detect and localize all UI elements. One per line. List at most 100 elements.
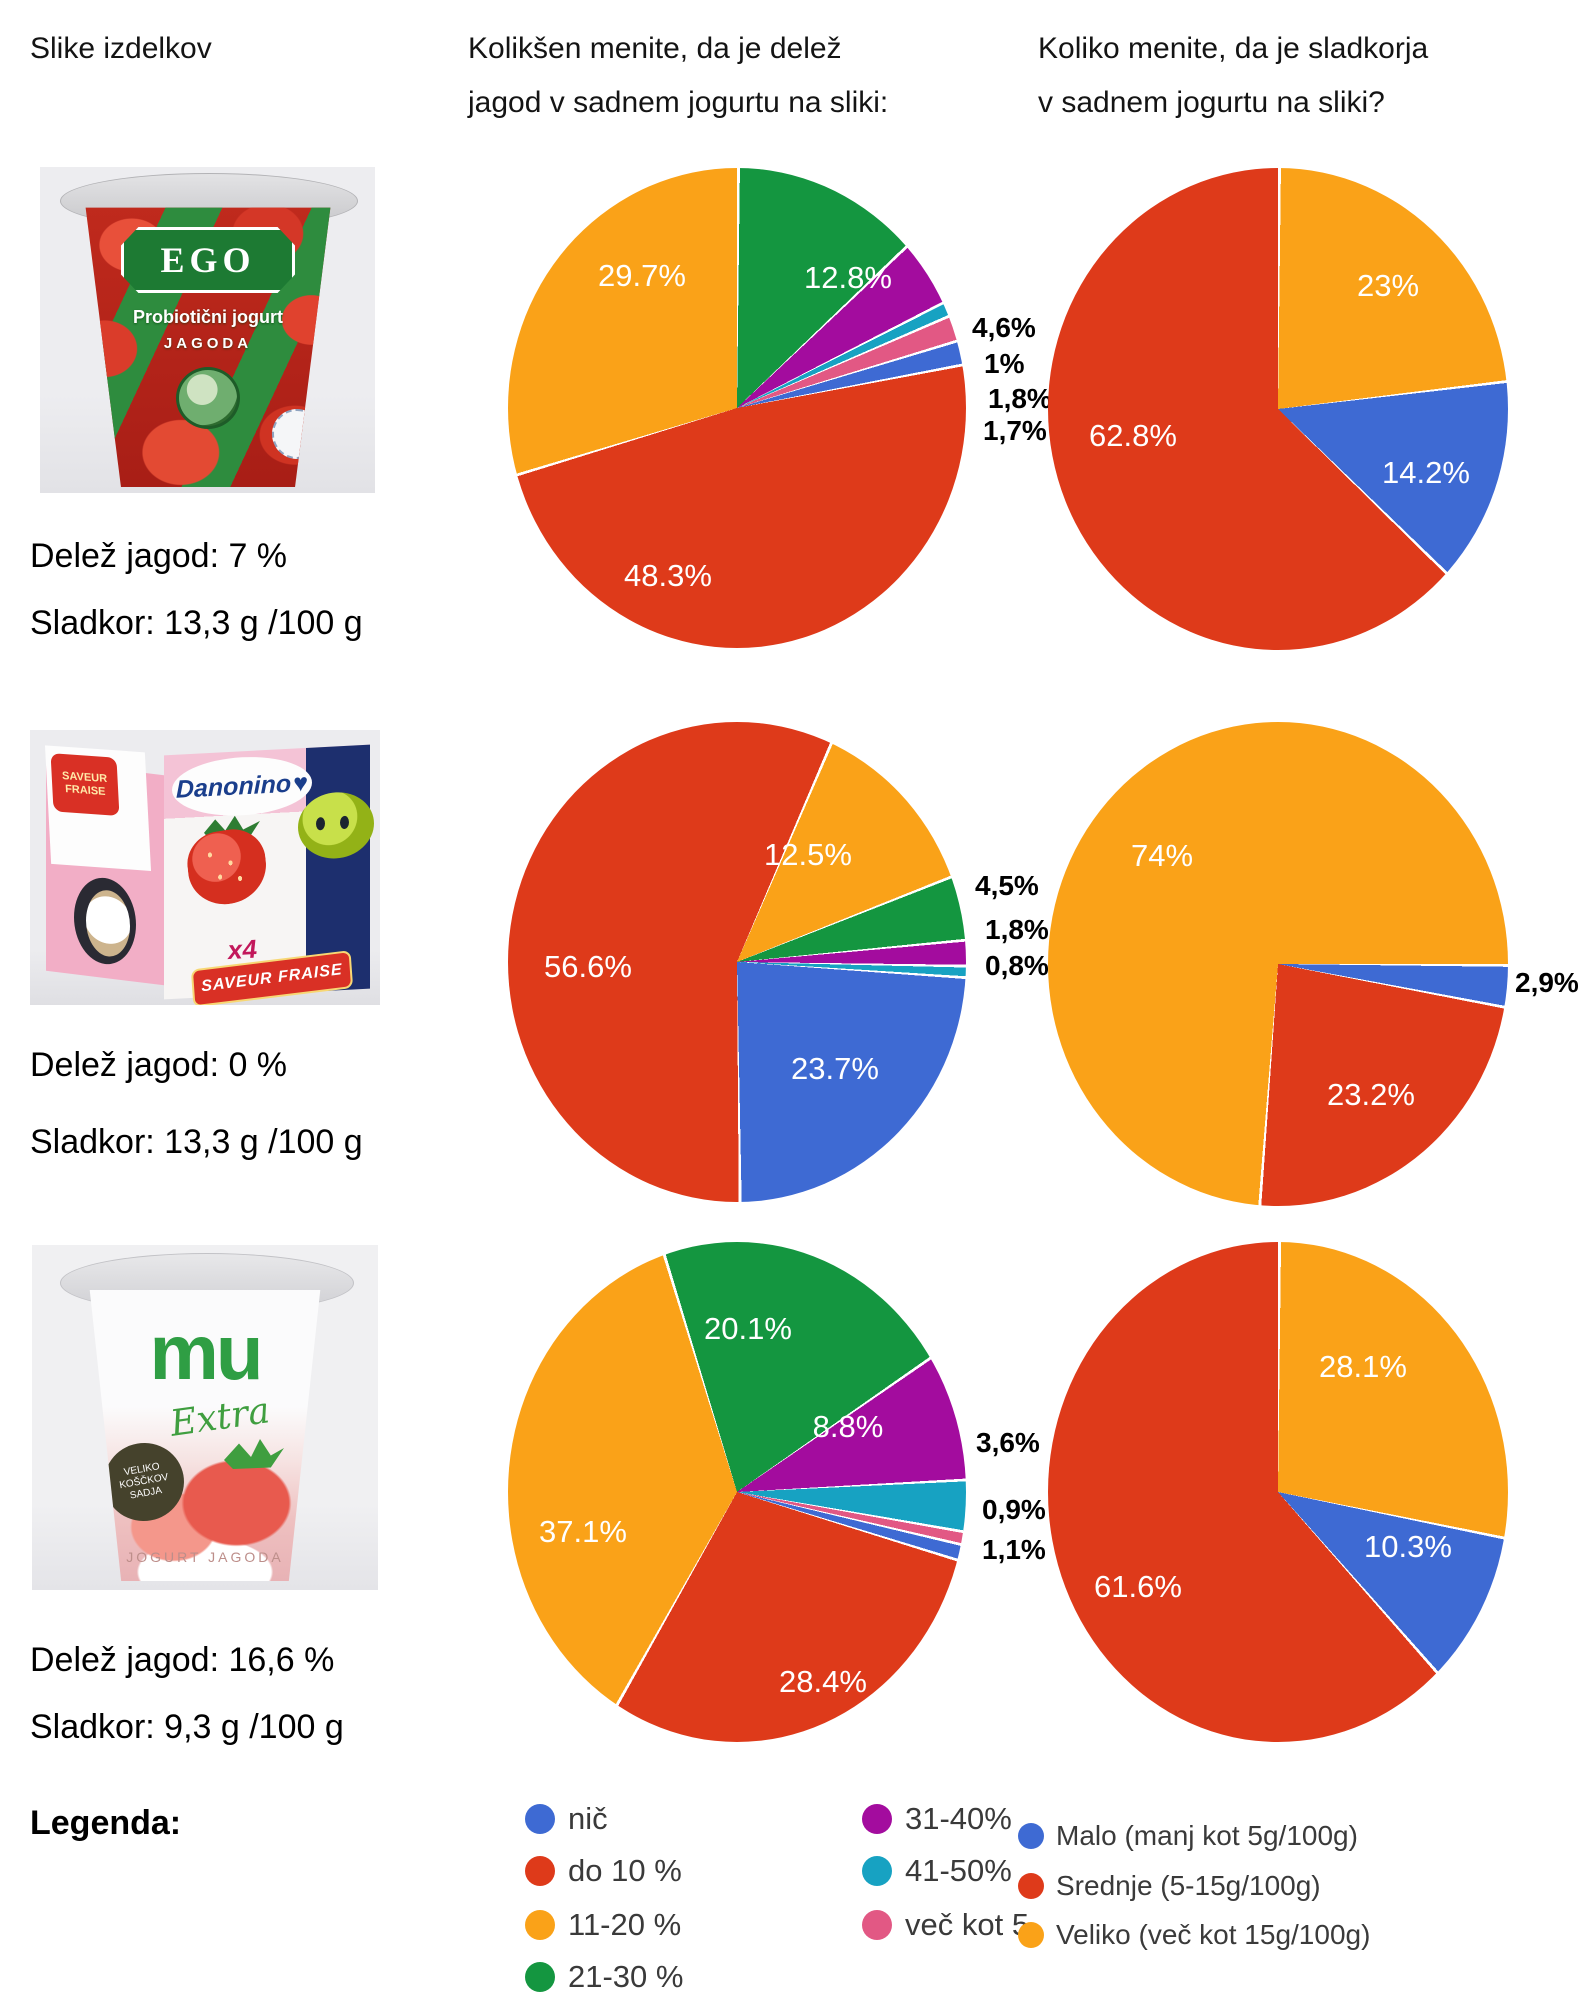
legend-item-do10: do 10 % xyxy=(525,1853,682,1889)
quality-seal-icon xyxy=(272,409,322,459)
pie-slice-label: 74% xyxy=(1130,838,1194,873)
pie-slice-label: 23% xyxy=(1356,268,1420,303)
header-line: Kolikšen menite, da je delež xyxy=(468,32,842,65)
pie-callout-label: 1% xyxy=(984,348,1025,379)
legend-label: Srednje (5-15g/100g) xyxy=(1056,1870,1321,1901)
legend-item-srednje: Srednje (5-15g/100g) xyxy=(1018,1870,1321,1902)
header-line: Koliko menite, da je sladkorja xyxy=(1038,32,1429,65)
fruit-pieces-badge: VELIKO KOŠČKOV SADJA xyxy=(97,1436,191,1528)
legend-item-nic: nič xyxy=(525,1801,608,1837)
legend-label: Veliko (več kot 15g/100g) xyxy=(1056,1919,1371,1950)
fact-sugar-ego: Sladkor: 13,3 g /100 g xyxy=(30,604,363,642)
pie-callout-label: 3,6% xyxy=(976,1427,1040,1458)
yogurt-cup: EGO Probiotični jogurt JAGODA xyxy=(85,207,331,487)
legend-dot-blue xyxy=(1018,1823,1044,1849)
legend-label: več kot 5 xyxy=(905,1907,1030,1942)
legend-label: 41-50% xyxy=(905,1853,1012,1888)
box-front-panel: Danonino ♥ x4 SAVEUR FRAISE xyxy=(164,744,374,1005)
legend-item-31-40: 31-40% xyxy=(862,1801,1012,1837)
pie-slice-label: 12.5% xyxy=(764,837,852,872)
legend-dot-pink xyxy=(862,1910,892,1940)
fact-strawberry-share-danonino: Delež jagod: 0 % xyxy=(30,1046,288,1084)
product-photo-ego: EGO Probiotični jogurt JAGODA xyxy=(40,167,375,493)
fact-sugar-mu: Sladkor: 9,3 g /100 g xyxy=(30,1708,344,1746)
column-header-strawberry-question: Kolikšen menite, da je delež jagod v sad… xyxy=(468,22,888,130)
pie-callout-label: 1,8% xyxy=(988,383,1052,414)
legend-dot-orange xyxy=(1018,1922,1044,1948)
pie-slice-label: 62.8% xyxy=(1089,418,1177,453)
product-photo-danonino: SAVEUR FRAISE Danonino ♥ x4 SAVEUR FRAIS… xyxy=(30,730,380,1005)
pie-slice-label: 61.6% xyxy=(1094,1569,1182,1604)
pie-slice-label: 20.1% xyxy=(704,1311,792,1346)
pie-slice-label: 28.4% xyxy=(779,1664,867,1699)
danonino-logo: Danonino ♥ xyxy=(172,753,312,819)
pie-chart-sugar-danonino: 2,9% 23.2% 74% xyxy=(1048,722,1579,1206)
pie-slice-label: 56.6% xyxy=(544,949,632,984)
legend-item-11-20: 11-20 % xyxy=(525,1907,681,1943)
pack-subtitle: Probiotični jogurt xyxy=(133,307,283,327)
cow-eye-icon xyxy=(316,816,325,831)
strawberry-leaf-icon xyxy=(224,1439,284,1469)
pie-callout-label: 4,5% xyxy=(975,870,1039,901)
pie-callout-label: 1,1% xyxy=(982,1534,1046,1565)
pack-bottom-text: JOGURT JAGODA xyxy=(126,1549,284,1565)
pie-chart-sugar-ego: 23% 14.2% 62.8% xyxy=(1048,168,1508,650)
column-header-products: Slike izdelkov xyxy=(30,32,212,65)
fact-sugar-danonino: Sladkor: 13,3 g /100 g xyxy=(30,1123,363,1161)
legend-item-malo: Malo (manj kot 5g/100g) xyxy=(1018,1820,1358,1852)
legend-item-21-30: 21-30 % xyxy=(525,1959,683,1995)
pie-slice-label: 14.2% xyxy=(1382,455,1470,490)
pie-slice-label: 29.7% xyxy=(598,258,686,293)
product-photo-mu: mu Extra VELIKO KOŠČKOV SADJA JOGURT JAG… xyxy=(32,1245,378,1590)
legend-dot-cyan xyxy=(862,1856,892,1886)
legend-dot-green xyxy=(525,1962,555,1992)
legend-label: do 10 % xyxy=(568,1853,682,1888)
pie-chart-strawberry-danonino: 12.5% 4,5% 1,8% 0,8% 23.7% 56.6% xyxy=(508,722,1049,1202)
legend-item-veliko: Veliko (več kot 15g/100g) xyxy=(1018,1919,1370,1951)
pie-slice-label: 12.8% xyxy=(804,260,892,295)
legend-dot-purple xyxy=(862,1804,892,1834)
column-header-sugar-question: Koliko menite, da je sladkorja v sadnem … xyxy=(1038,22,1428,130)
pie-slice-label: 28.1% xyxy=(1319,1349,1407,1384)
strawberry-icon xyxy=(184,824,270,910)
corner-sticker: SAVEUR FRAISE xyxy=(50,753,120,817)
legend-dot-blue xyxy=(525,1804,555,1834)
legend-dot-red xyxy=(1018,1873,1044,1899)
pie-callout-label: 1,7% xyxy=(983,415,1047,446)
legend-dot-orange xyxy=(525,1910,555,1940)
pack-flavor-text: JAGODA xyxy=(163,335,253,352)
legend-label: 31-40% xyxy=(905,1801,1012,1836)
pie-slice-label: 10.3% xyxy=(1364,1529,1452,1564)
pie-slice-label: 48.3% xyxy=(624,558,712,593)
fact-strawberry-share-ego: Delež jagod: 7 % xyxy=(30,537,288,575)
legend-item-41-50: 41-50% xyxy=(862,1853,1012,1889)
pie-slice-label: 23.7% xyxy=(791,1051,879,1086)
ego-brand-text: EGO xyxy=(160,240,256,280)
legend-label: Malo (manj kot 5g/100g) xyxy=(1056,1820,1358,1851)
pie-slice-label: 23.2% xyxy=(1327,1077,1415,1112)
legend-item-vec-kot-50: več kot 5 xyxy=(862,1907,1029,1943)
extra-script-text: Extra xyxy=(167,1390,273,1445)
pie-chart-sugar-mu: 28.1% 10.3% 61.6% xyxy=(1048,1242,1508,1742)
pie-callout-label: 2,9% xyxy=(1515,967,1579,998)
yogurt-cup: mu Extra VELIKO KOŠČKOV SADJA JOGURT JAG… xyxy=(89,1290,321,1581)
pie-chart-strawberry-ego: 12.8% 4,6% 1% 1,8% 1,7% 48.3% 29.7% xyxy=(508,168,1052,648)
pie-chart-strawberry-mu: 20.1% 8.8% 3,6% 0,9% 1,1% 28.4% 37.1% xyxy=(508,1242,1046,1742)
danonino-brand-text: Danonino xyxy=(175,769,292,804)
pie-callout-label: 4,6% xyxy=(972,312,1036,343)
legend-label: nič xyxy=(568,1801,608,1836)
pie-slice-label: 37.1% xyxy=(539,1514,627,1549)
flavor-banner: SAVEUR FRAISE xyxy=(190,950,354,1005)
pie-slice-label: 8.8% xyxy=(812,1409,884,1444)
ego-logo: EGO xyxy=(121,227,295,293)
pie-callout-label: 1,8% xyxy=(985,914,1049,945)
badge-text: VELIKO KOŠČKOV SADJA xyxy=(118,1461,170,1502)
header-line: jagod v sadnem jogurtu na sliki: xyxy=(468,86,889,119)
fact-strawberry-share-mu: Delež jagod: 16,6 % xyxy=(30,1641,335,1679)
legend-dot-red xyxy=(525,1856,555,1886)
legend-label: 21-30 % xyxy=(568,1959,684,1994)
mu-brand-text: mu xyxy=(149,1308,264,1396)
cow-face-icon xyxy=(298,790,374,861)
heart-icon: ♥ xyxy=(293,768,309,798)
